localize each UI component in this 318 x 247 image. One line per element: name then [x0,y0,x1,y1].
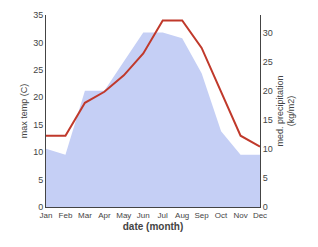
svg-text:Oct: Oct [215,211,228,220]
svg-text:med. precipitation(kg/m2): med. precipitation(kg/m2) [275,75,297,146]
svg-text:0: 0 [38,202,43,212]
svg-text:Jun: Jun [137,211,150,220]
svg-text:Jul: Jul [158,211,168,220]
svg-text:Dec: Dec [253,211,267,220]
svg-text:May: May [116,211,131,220]
svg-text:15: 15 [263,115,273,125]
svg-text:Apr: Apr [98,211,111,220]
svg-text:0: 0 [263,202,268,212]
svg-text:max temp (C): max temp (C) [19,84,29,139]
svg-text:10: 10 [33,147,43,157]
svg-text:20: 20 [263,86,273,96]
svg-text:Feb: Feb [59,211,73,220]
svg-text:35: 35 [33,10,43,20]
svg-text:15: 15 [33,120,43,130]
svg-text:30: 30 [33,38,43,48]
svg-text:20: 20 [33,92,43,102]
svg-text:date (month): date (month) [123,221,184,232]
svg-text:25: 25 [263,57,273,67]
svg-text:25: 25 [33,65,43,75]
svg-text:Sep: Sep [195,211,210,220]
svg-text:Nov: Nov [233,211,247,220]
svg-text:Jan: Jan [40,211,53,220]
svg-text:Aug: Aug [175,211,189,220]
svg-text:Mar: Mar [78,211,92,220]
svg-text:5: 5 [263,173,268,183]
svg-text:10: 10 [263,144,273,154]
svg-text:5: 5 [38,175,43,185]
svg-text:30: 30 [263,28,273,38]
